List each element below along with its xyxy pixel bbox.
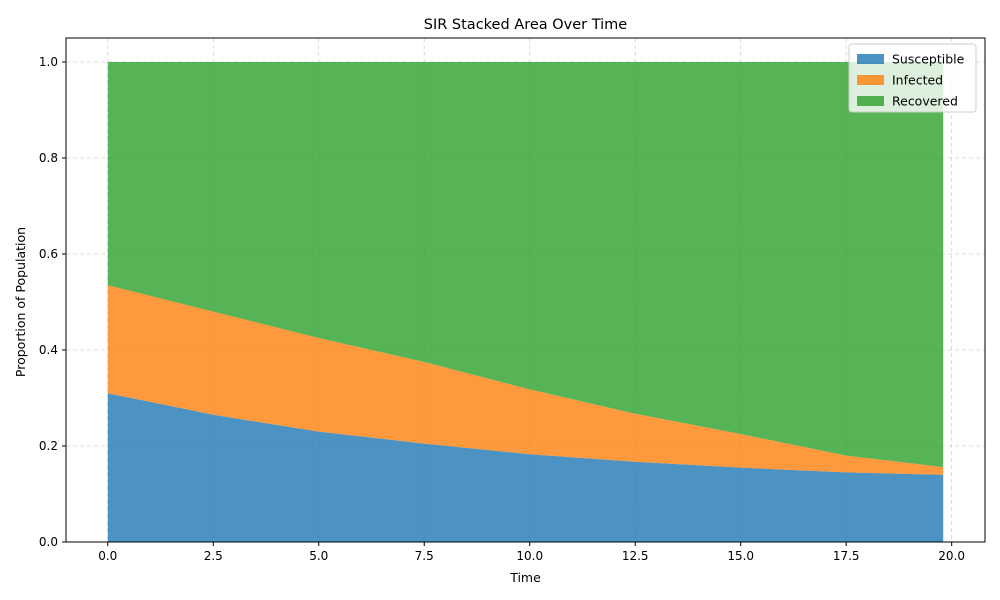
area-recovered [107,62,944,468]
legend-label-recovered: Recovered [892,94,958,109]
legend-swatch-recovered [857,96,884,106]
x-tick-label: 20.0 [938,549,965,563]
plot-frame [65,37,986,543]
y-tick-label: 1.0 [39,55,58,69]
legend-swatch-infected [857,75,884,85]
x-tick-label: 12.5 [622,549,649,563]
x-tick-label: 10.0 [516,549,543,563]
x-axis-label: Time [509,570,541,585]
x-tick-label: 0.0 [98,549,117,563]
area-infected [107,285,944,475]
x-tick-label: 5.0 [309,549,328,563]
y-tick-label: 0.0 [39,535,58,549]
x-tick-label: 7.5 [415,549,434,563]
area-susceptible [107,393,944,542]
legend-label-infected: Infected [892,73,943,88]
legend-label-susceptible: Susceptible [892,52,965,67]
x-tick-label: 17.5 [833,549,860,563]
y-tick-label: 0.8 [39,151,58,165]
x-tick-label: 15.0 [727,549,754,563]
legend-swatch-susceptible [857,54,884,64]
y-axis-label: Proportion of Population [13,227,28,377]
y-tick-label: 0.6 [39,247,58,261]
y-tick-label: 0.2 [39,439,58,453]
x-tick-label: 2.5 [204,549,223,563]
y-tick-label: 0.4 [39,343,58,357]
chart-title: SIR Stacked Area Over Time [424,17,628,33]
